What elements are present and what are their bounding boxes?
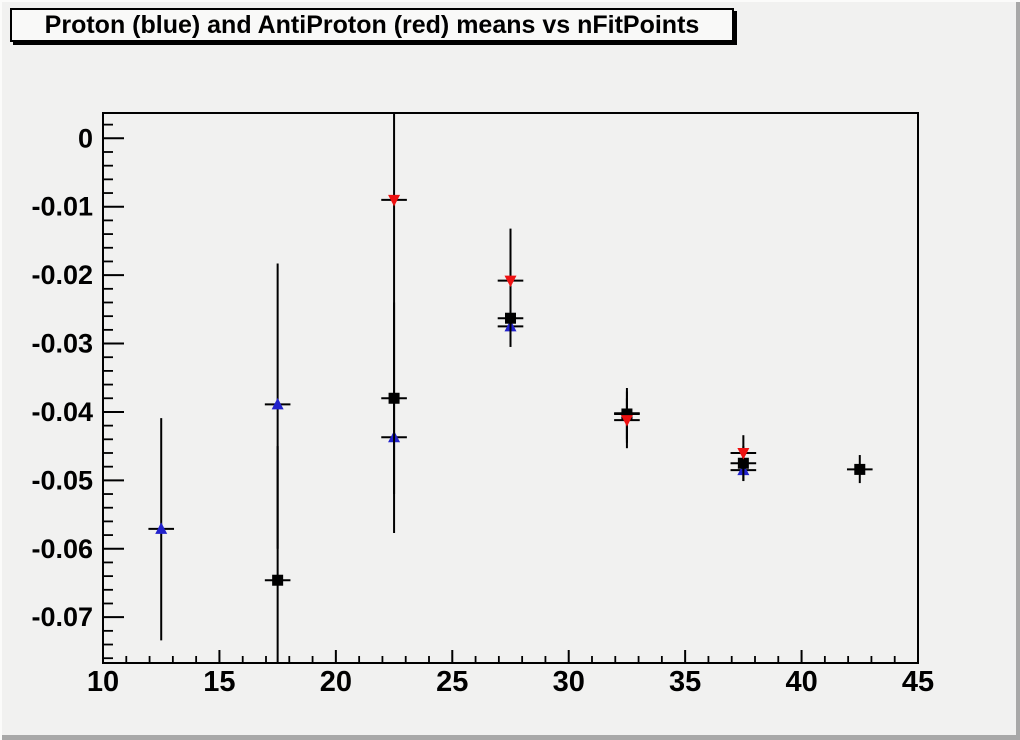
x-axis-tick-label: 45 bbox=[902, 666, 934, 698]
series-triangle-down bbox=[381, 113, 757, 471]
y-axis-tick-label: -0.04 bbox=[31, 397, 93, 427]
y-axis-tick-label: -0.05 bbox=[31, 465, 93, 495]
y-axis-tick-label: -0.01 bbox=[31, 192, 93, 222]
y-axis-tick-label: -0.07 bbox=[31, 602, 93, 632]
x-axis-tick-label: 10 bbox=[87, 666, 119, 698]
x-axis-tick-label: 15 bbox=[203, 666, 235, 698]
plot-title-box: Proton (blue) and AntiProton (red) means… bbox=[10, 8, 734, 42]
series-triangle-up bbox=[148, 263, 757, 641]
data-point-marker-triangle-down bbox=[737, 447, 750, 460]
data-point-marker-square bbox=[272, 574, 284, 586]
x-axis-tick-label: 40 bbox=[785, 666, 817, 698]
window-edge-top bbox=[0, 0, 1020, 2]
data-point-marker-triangle-down bbox=[388, 194, 401, 207]
x-axis-tick-label: 35 bbox=[669, 666, 701, 698]
window-edge-bottom bbox=[2, 735, 1020, 740]
window-edge-right bbox=[1016, 2, 1020, 740]
series-square bbox=[264, 301, 873, 663]
window-edge-left bbox=[0, 0, 2, 740]
x-axis-tick-label: 25 bbox=[436, 666, 468, 698]
plot-title: Proton (blue) and AntiProton (red) means… bbox=[44, 10, 700, 39]
data-point-marker-triangle-up bbox=[271, 397, 284, 410]
data-point-marker-square bbox=[388, 392, 400, 404]
data-layer bbox=[148, 113, 873, 663]
y-axis-tick-label: -0.06 bbox=[31, 534, 93, 564]
y-axis-tick-label: -0.02 bbox=[31, 260, 93, 290]
x-axis-tick-label: 30 bbox=[553, 666, 585, 698]
data-point-marker-triangle-down bbox=[504, 275, 517, 288]
data-point-marker-triangle-up bbox=[155, 522, 168, 534]
plot-frame bbox=[102, 112, 919, 664]
y-axis-tick-label: 0 bbox=[78, 123, 93, 153]
y-axis-tick-label: -0.03 bbox=[31, 329, 93, 359]
x-axis-tick-label: 20 bbox=[320, 666, 352, 698]
data-point-marker-triangle-down bbox=[620, 415, 633, 427]
data-point-marker-square bbox=[854, 463, 866, 475]
